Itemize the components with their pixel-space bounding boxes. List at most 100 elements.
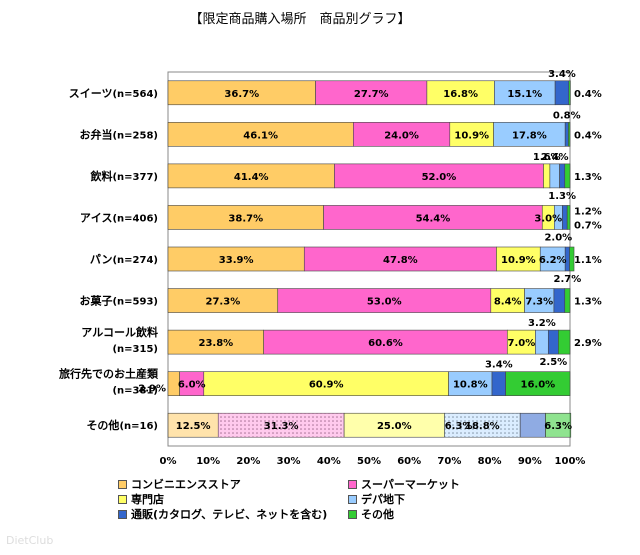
data-label: 16.0% [520,380,555,391]
bar-segment [303,246,497,272]
bar-segment [426,80,495,106]
bar-segment [263,329,508,355]
x-tick-label: 60% [397,456,421,467]
data-label: 10.9% [454,130,489,141]
data-label: 2.4% [541,152,569,163]
bar-segment [490,288,525,313]
legend-label: その他 [361,508,394,521]
legend-item: コンビニエンスストア [118,476,241,492]
bar-segment [167,80,316,106]
data-label: 7.3% [525,297,553,308]
legend-item: デパ地下 [348,491,405,507]
data-label: 2.5% [539,357,567,368]
bar-segment [564,288,571,313]
data-label: 10.9% [501,255,536,266]
data-label: 7.0% [507,338,535,349]
data-label: 46.1% [243,130,278,141]
data-label: 1.2% [574,206,602,217]
bar-segment [559,163,566,189]
data-label: 36.7% [224,89,259,100]
bar-segment [568,80,571,106]
x-tick-label: 80% [478,456,502,467]
category-label: お菓子(n=593) [79,294,158,308]
watermark: DietClub [6,534,54,547]
bar-segment [494,80,556,106]
bar-segment [553,288,566,313]
bar-segment [519,412,546,438]
data-label: 8.4% [494,297,522,308]
data-label: 0.4% [574,130,602,141]
bar-segment [167,122,354,147]
data-label: 27.7% [354,89,389,100]
data-label: 31.3% [264,421,299,432]
data-label: 25.0% [377,421,412,432]
category-label: アルコール飲料 [81,325,158,339]
category-label: 旅行先でのお土産類 [59,367,159,381]
bar-segment [167,205,324,230]
bar-segment [167,288,279,313]
data-label: 6.3% [544,421,572,432]
bar-segment [506,329,536,355]
legend-label: 通販(カタログ、テレビ、ネットを含む) [131,508,328,521]
bar-segment [315,80,428,106]
legend-label: 専門店 [131,493,164,506]
data-label: 41.4% [234,172,269,183]
bar-segment [167,329,264,355]
category-label: アイス(n=406) [80,211,158,224]
legend-label: デパ地下 [361,493,405,506]
bar-segment [545,412,572,438]
category-count: (n=381) [112,386,158,397]
data-label: 52.0% [422,172,457,183]
data-label: 24.0% [384,130,419,141]
x-tick-label: 20% [236,456,260,467]
bar-segment [564,122,569,147]
data-label: 3.4% [548,69,576,80]
bar-segment [568,122,571,147]
legend-item: その他 [348,506,394,522]
data-label: 3.4% [485,360,513,371]
data-label: 60.9% [309,380,344,391]
data-label: 6.3% [445,421,473,432]
bar-segment [566,205,571,230]
legend-swatch [118,494,127,504]
legend-item: スーパーマーケット [348,476,460,492]
data-label: 1.3% [574,297,602,308]
bar-segment [167,246,305,272]
bar-segment [217,412,345,438]
data-label: 1.6% [533,152,561,163]
data-label: 15.1% [507,89,542,100]
bar-segment [554,80,570,106]
data-label: 33.9% [219,255,254,266]
bar-segment [569,246,575,272]
legend-item: 通販(カタログ、テレビ、ネットを含む) [118,506,327,522]
bar-segment [179,371,205,396]
bar-segment [524,288,555,313]
bar-segment [543,163,551,189]
bar-segment [564,163,571,189]
x-tick-label: 100% [555,456,586,467]
data-label: 0.8% [553,110,581,121]
category-label: その他(n=16) [86,418,158,432]
legend-swatch [118,479,127,489]
x-tick-label: 0% [160,456,177,467]
x-tick-label: 30% [277,456,301,467]
x-tick-label: 70% [437,456,461,467]
data-label: 47.8% [383,255,418,266]
data-label: 12.5% [176,421,211,432]
bar-segment [493,122,566,147]
legend-item: 専門店 [118,491,164,507]
data-label: 0.4% [574,89,602,100]
data-label: 2.0% [544,232,572,243]
category-count: (n=315) [112,344,158,355]
data-label: 6.2% [539,255,567,266]
bar-segment [167,163,335,189]
bar-segment [491,371,506,396]
data-label: 53.0% [367,297,402,308]
bar-segment [277,288,492,313]
data-label: 3.0% [534,213,562,224]
data-label: 23.8% [198,338,233,349]
data-label: 3.2% [528,318,556,329]
data-label: 17.8% [512,130,547,141]
data-label: 0.7% [574,220,602,231]
